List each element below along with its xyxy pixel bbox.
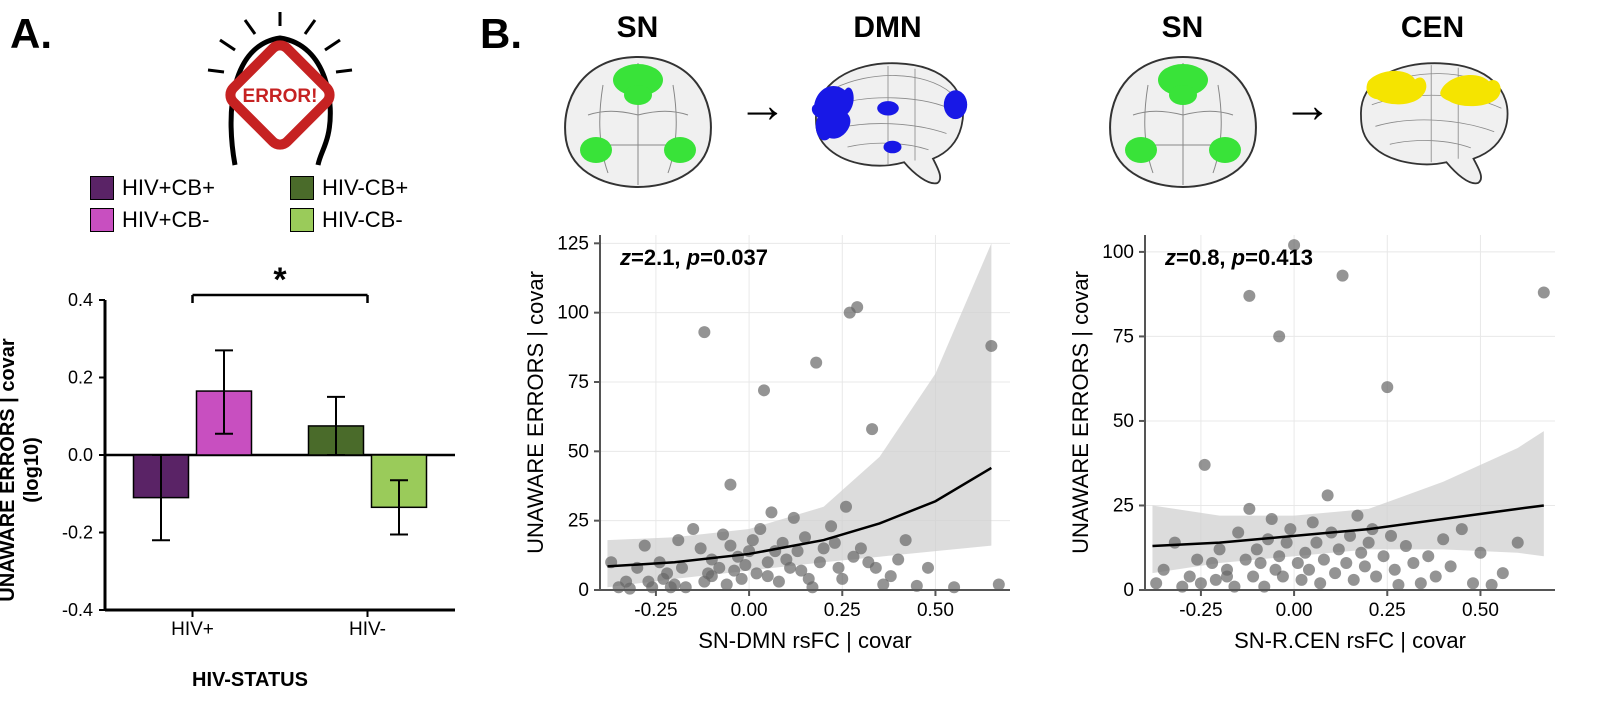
bar-svg: -0.4 -0.2 0.0 0.2 0.4 HIV+ HIV- * bbox=[30, 250, 470, 670]
svg-text:*: * bbox=[273, 261, 287, 299]
panel-a-label: A. bbox=[10, 10, 52, 58]
cen-label: CEN bbox=[1343, 11, 1523, 45]
legend-item-hiv_p_cb_p: HIV+CB+ bbox=[90, 175, 270, 201]
dmn-label: DMN bbox=[798, 11, 978, 45]
svg-text:0.00: 0.00 bbox=[731, 600, 768, 621]
error-text: ERROR! bbox=[243, 86, 318, 107]
scatter2-svg: -0.25 0.00 0.25 0.50 0 25 50 75 100 SN-R.CEN rsFC… bbox=[1070, 220, 1570, 660]
svg-text:UNAWARE ERRORS | covar: UNAWARE ERRORS | covar bbox=[525, 271, 548, 554]
svg-text:100: 100 bbox=[1102, 242, 1134, 263]
svg-text:0.25: 0.25 bbox=[824, 600, 861, 621]
svg-text:75: 75 bbox=[568, 372, 589, 393]
legend-item-hiv_m_cb_p: HIV-CB+ bbox=[290, 175, 470, 201]
svg-text:0.2: 0.2 bbox=[68, 368, 93, 388]
svg-text:0: 0 bbox=[578, 580, 589, 601]
svg-text:-0.25: -0.25 bbox=[1179, 600, 1222, 621]
bar-chart: UNAWARE ERRORS | covar (log10) -0.4-0.20… bbox=[30, 250, 470, 690]
error-head-icon: ERROR! bbox=[200, 10, 360, 170]
panel-a: A. ERROR! HIV+CB+HIV-CB+HIV+CB-HIV-CB- U… bbox=[10, 10, 490, 710]
bar-ylabel: UNAWARE ERRORS | covar (log10) bbox=[0, 338, 44, 601]
svg-text:z=0.8, p=0.413: z=0.8, p=0.413 bbox=[1164, 245, 1313, 270]
brain-sn-coronal-2 bbox=[1093, 45, 1273, 195]
arrow-1: → bbox=[738, 76, 788, 134]
brain-sn-coronal-1 bbox=[548, 45, 728, 195]
svg-text:0.50: 0.50 bbox=[1462, 600, 1499, 621]
legend-a: HIV+CB+ HIV-CB+ HIV+CB- HIV-CB- bbox=[90, 175, 470, 233]
scatter1-svg: -0.25 0.00 0.25 0.50 0 25 50 75 100 125 SN-DMN rsF… bbox=[525, 220, 1025, 660]
svg-text:0.0: 0.0 bbox=[68, 445, 93, 465]
brain-row-1: SN → DMN bbox=[490, 10, 1035, 200]
brain-dmn-sagittal bbox=[798, 45, 978, 195]
svg-text:z=2.1, p=0.037: z=2.1, p=0.037 bbox=[619, 245, 768, 270]
panel-b: B. SN → DMN -0.250.000.250.5002550751001… bbox=[490, 10, 1590, 710]
svg-text:0.00: 0.00 bbox=[1276, 600, 1313, 621]
svg-text:SN-R.CEN rsFC | covar: SN-R.CEN rsFC | covar bbox=[1234, 628, 1466, 653]
svg-text:25: 25 bbox=[568, 511, 589, 532]
subpanel-sn-cen: SN → CEN -0.25 0.00 0.25 0.50 0 25 50 75 100 SN-R… bbox=[1035, 10, 1580, 710]
brain-cen-lateral bbox=[1343, 45, 1523, 195]
svg-text:-0.25: -0.25 bbox=[634, 600, 677, 621]
svg-text:SN-DMN rsFC | covar: SN-DMN rsFC | covar bbox=[698, 628, 912, 653]
legend-item-hiv_m_cb_m: HIV-CB- bbox=[290, 207, 470, 233]
svg-text:25: 25 bbox=[1113, 495, 1134, 516]
arrow-2: → bbox=[1283, 76, 1333, 134]
svg-text:0: 0 bbox=[1123, 580, 1134, 601]
svg-text:125: 125 bbox=[557, 233, 589, 254]
legend-item-hiv_p_cb_m: HIV+CB- bbox=[90, 207, 270, 233]
svg-text:50: 50 bbox=[1113, 411, 1134, 432]
bar-xlabel: HIV-STATUS bbox=[192, 669, 308, 692]
svg-text:0.4: 0.4 bbox=[68, 290, 93, 310]
svg-text:HIV+: HIV+ bbox=[171, 619, 214, 640]
svg-text:100: 100 bbox=[557, 303, 589, 324]
svg-text:HIV-: HIV- bbox=[349, 619, 386, 640]
sn-label-1: SN bbox=[548, 11, 728, 45]
svg-text:50: 50 bbox=[568, 441, 589, 462]
svg-text:-0.4: -0.4 bbox=[62, 600, 93, 620]
svg-text:0.25: 0.25 bbox=[1369, 600, 1406, 621]
svg-text:75: 75 bbox=[1113, 326, 1134, 347]
svg-text:0.50: 0.50 bbox=[917, 600, 954, 621]
subpanel-sn-dmn: SN → DMN -0.25 0.00 0.25 0.50 0 25 50 75 100 125 S… bbox=[490, 10, 1035, 710]
sn-label-2: SN bbox=[1093, 11, 1273, 45]
scatter-1: -0.25 0.00 0.25 0.50 0 25 50 75 100 125 SN-DMN rsF… bbox=[525, 220, 1025, 660]
svg-text:-0.2: -0.2 bbox=[62, 523, 93, 543]
svg-text:UNAWARE ERRORS | covar: UNAWARE ERRORS | covar bbox=[1070, 271, 1093, 554]
scatter-2: -0.25 0.00 0.25 0.50 0 25 50 75 100 SN-R.CEN rsFC… bbox=[1070, 220, 1570, 660]
brain-row-2: SN → CEN bbox=[1035, 10, 1580, 200]
